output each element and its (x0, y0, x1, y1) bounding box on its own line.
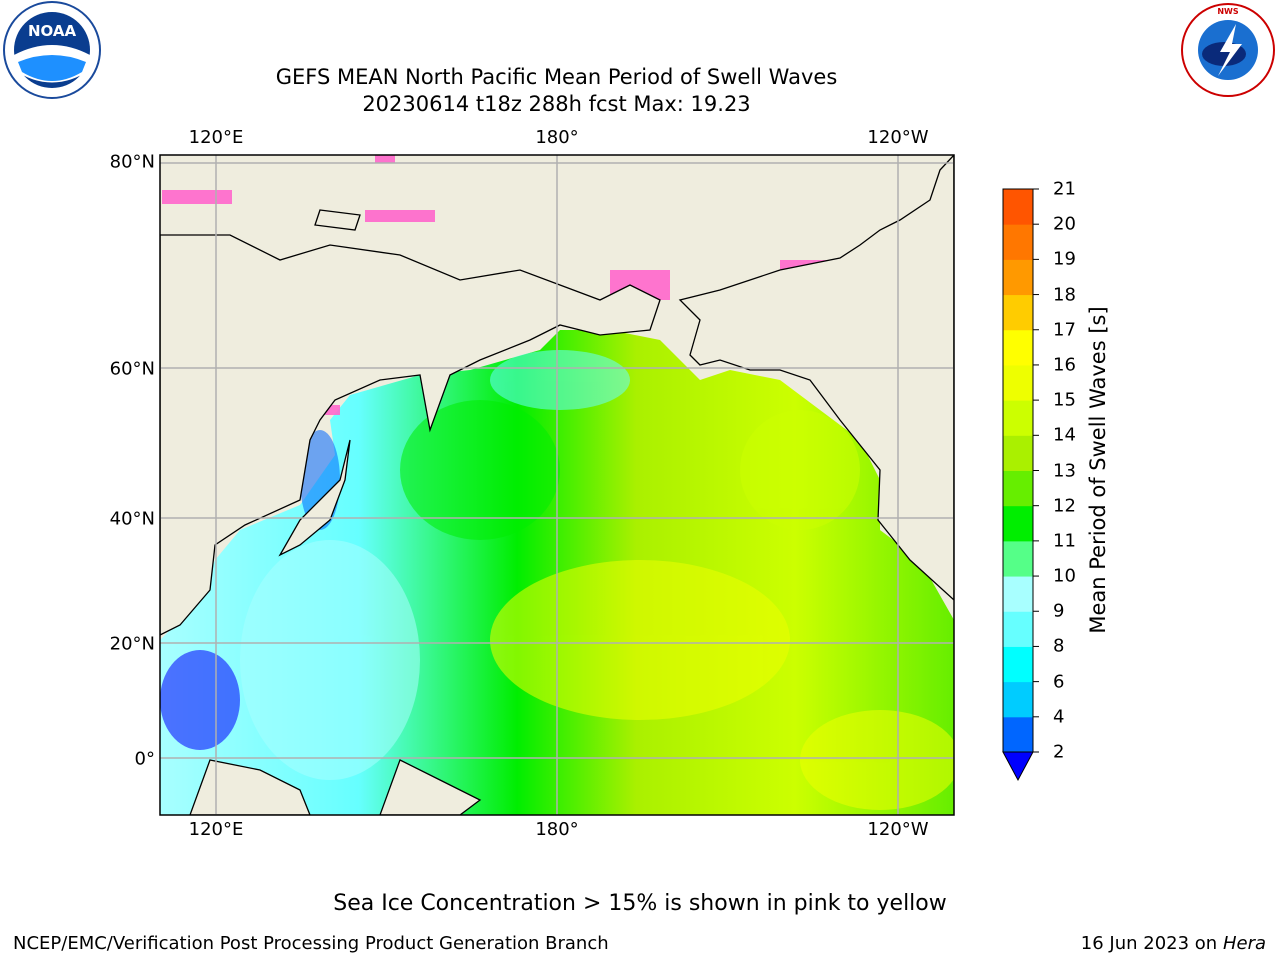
colorbar-tick-label: 6 (1053, 671, 1065, 693)
nws-logo-icon: NWS (1181, 3, 1275, 97)
lon-label-bottom-120w: 120°W (867, 819, 929, 840)
colorbar-segment (1003, 611, 1033, 647)
noaa-logo-icon: NOAA (3, 1, 101, 99)
colorbar (1002, 188, 1039, 782)
lon-label-bottom-180: 180° (535, 819, 579, 840)
colorbar-tick-label: 18 (1053, 284, 1076, 306)
svg-text:NWS: NWS (1217, 7, 1239, 16)
colorbar-tick-label: 10 (1053, 565, 1076, 587)
colorbar-tick-label: 8 (1053, 635, 1065, 657)
colorbar-tick-label: 11 (1053, 530, 1076, 552)
colorbar-title: Mean Period of Swell Waves [s] (1086, 306, 1110, 634)
colorbar-segment (1003, 435, 1033, 471)
colorbar-segment (1003, 646, 1033, 683)
svg-text:NOAA: NOAA (28, 22, 77, 40)
lat-label-60n: 60°N (109, 358, 155, 380)
gridlines (160, 155, 954, 815)
colorbar-segment (1003, 505, 1033, 542)
lon-label-top-120w: 120°W (867, 127, 929, 148)
colorbar-under-arrow (1002, 751, 1034, 782)
lat-label-40n: 40°N (109, 508, 155, 530)
colorbar-segment (1003, 329, 1033, 366)
colorbar-tick-label: 14 (1053, 424, 1076, 446)
date-text: 16 Jun 2023 on (1080, 933, 1218, 954)
machine-name: Hera (1222, 933, 1266, 954)
colorbar-tick-label: 2 (1053, 741, 1065, 763)
chart-subtitle: 20230614 t18z 288h fcst Max: 19.23 (362, 92, 751, 116)
lat-label-20n: 20°N (109, 633, 155, 655)
colorbar-tick-label: 21 (1053, 178, 1076, 200)
colorbar-tick-label: 4 (1053, 706, 1065, 728)
colorbar-segment (1003, 716, 1033, 753)
colorbar-segment (1003, 540, 1033, 577)
swell-variation (160, 350, 954, 810)
sea-ice-note: Sea Ice Concentration > 15% is shown in … (333, 891, 947, 916)
colorbar-segment (1003, 259, 1033, 296)
colorbar-segment (1003, 576, 1033, 612)
credit-text: NCEP/EMC/Verification Post Processing Pr… (13, 933, 609, 954)
colorbar-tick-label: 19 (1053, 248, 1076, 270)
date-stamp: 16 Jun 2023 on Hera (1081, 933, 1266, 954)
colorbar-segment (1003, 189, 1033, 225)
noaa-logo: NOAA (2, 0, 102, 100)
colorbar-segment (1003, 294, 1033, 331)
colorbar-segment (1003, 681, 1033, 718)
lon-label-top-180: 180° (535, 127, 579, 148)
colorbar-tick-label: 20 (1053, 213, 1076, 235)
colorbar-tick-label: 9 (1053, 600, 1065, 622)
colorbar-tick-label: 15 (1053, 389, 1076, 411)
nws-logo: NWS (1180, 2, 1276, 98)
lat-label-80n: 80°N (109, 151, 155, 173)
colorbar-tick-label: 12 (1053, 495, 1076, 517)
map-frame (159, 154, 955, 816)
coastlines (160, 155, 954, 815)
chart-title: GEFS MEAN North Pacific Mean Period of S… (275, 65, 838, 89)
colorbar-segment (1003, 470, 1033, 507)
colorbar-tick-label: 17 (1053, 319, 1076, 341)
lon-label-bottom-120e: 120°E (188, 819, 244, 840)
colorbar-tick-label: 13 (1053, 460, 1076, 481)
lon-label-top-120e: 120°E (188, 127, 244, 148)
colorbar-segment (1003, 224, 1033, 260)
colorbar-segment (1003, 364, 1033, 401)
lat-label-0: 0° (134, 748, 155, 770)
colorbar-segment (1003, 400, 1033, 436)
colorbar-tick-label: 16 (1053, 354, 1076, 376)
